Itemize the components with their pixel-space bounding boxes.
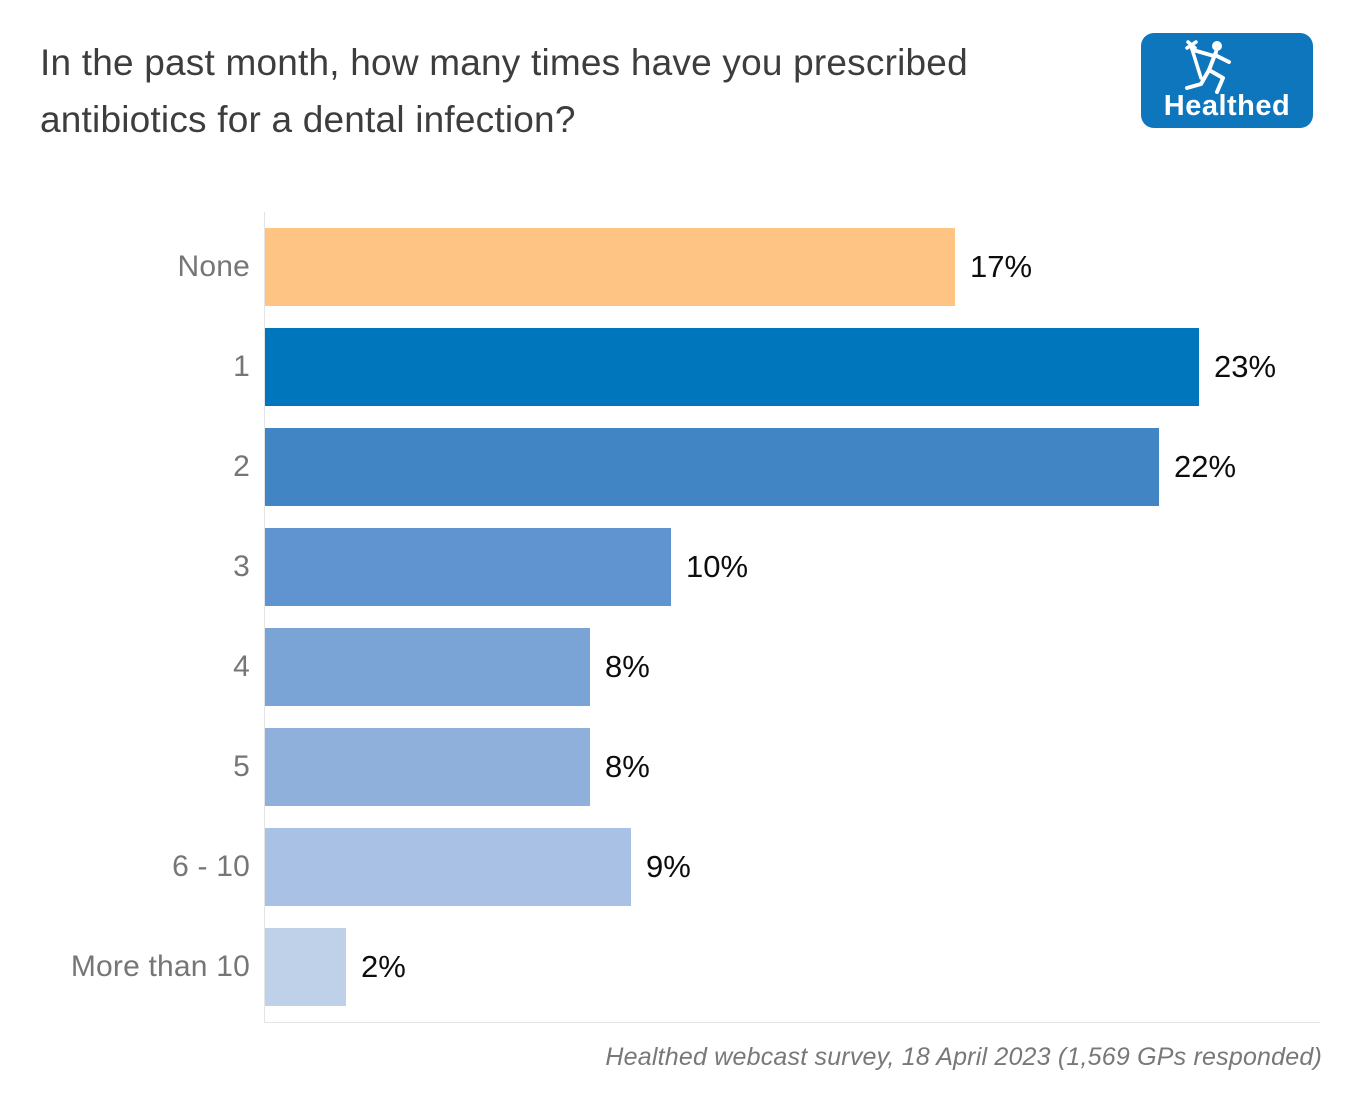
bar-row: 4 8% bbox=[0, 617, 1350, 717]
category-label: None bbox=[177, 250, 250, 283]
category-label: More than 10 bbox=[70, 950, 250, 983]
bar[interactable] bbox=[265, 528, 671, 606]
value-label: 22% bbox=[1174, 449, 1237, 484]
bar[interactable] bbox=[265, 628, 590, 706]
bar-row: 2 22% bbox=[0, 417, 1350, 517]
value-label: 9% bbox=[646, 849, 691, 884]
category-label: 4 bbox=[233, 650, 250, 683]
bar[interactable] bbox=[265, 728, 590, 806]
category-label: 6 - 10 bbox=[172, 850, 250, 883]
bar-track: 9% bbox=[265, 828, 1350, 906]
bar-track: 8% bbox=[265, 628, 1350, 706]
bar-track: 17% bbox=[265, 228, 1350, 306]
bar-track: 8% bbox=[265, 728, 1350, 806]
bar[interactable] bbox=[265, 328, 1199, 406]
hermes-runner-icon bbox=[1185, 40, 1231, 94]
source-note: Healthed webcast survey, 18 April 2023 (… bbox=[605, 1043, 1322, 1071]
bar-row: None 17% bbox=[0, 217, 1350, 317]
bar-chart: None 17% 1 23% 2 22% 3 10% 4 8% 5 8% 6 - 10 9% More th… bbox=[0, 212, 1350, 1024]
value-label: 8% bbox=[605, 749, 650, 784]
bar-row: 5 8% bbox=[0, 717, 1350, 817]
bar-row: 1 23% bbox=[0, 317, 1350, 417]
bar[interactable] bbox=[265, 428, 1159, 506]
chart-title: In the past month, how many times have y… bbox=[40, 42, 968, 140]
x-axis-line bbox=[264, 1022, 1320, 1023]
bar-row: 3 10% bbox=[0, 517, 1350, 617]
bar-track: 2% bbox=[265, 928, 1350, 1006]
healthed-logo: Healthed bbox=[1141, 33, 1313, 128]
bar-row: More than 10 2% bbox=[0, 917, 1350, 1017]
bar-track: 22% bbox=[265, 428, 1350, 506]
logo-wordmark: Healthed bbox=[1163, 90, 1291, 122]
bar[interactable] bbox=[265, 828, 631, 906]
bar-rows: None 17% 1 23% 2 22% 3 10% 4 8% 5 8% 6 - 10 9% More th… bbox=[0, 217, 1350, 1017]
bar-row: 6 - 10 9% bbox=[0, 817, 1350, 917]
category-label: 2 bbox=[233, 450, 250, 483]
bar[interactable] bbox=[265, 228, 955, 306]
y-axis-line bbox=[264, 212, 265, 1022]
value-label: 2% bbox=[361, 949, 406, 984]
bar[interactable] bbox=[265, 928, 346, 1006]
value-label: 10% bbox=[686, 549, 749, 584]
bar-track: 10% bbox=[265, 528, 1350, 606]
category-label: 3 bbox=[233, 550, 250, 583]
category-label: 1 bbox=[233, 350, 250, 383]
value-label: 8% bbox=[605, 649, 650, 684]
value-label: 17% bbox=[970, 249, 1033, 284]
value-label: 23% bbox=[1214, 349, 1277, 384]
category-label: 5 bbox=[233, 750, 250, 783]
bar-track: 23% bbox=[265, 328, 1350, 406]
